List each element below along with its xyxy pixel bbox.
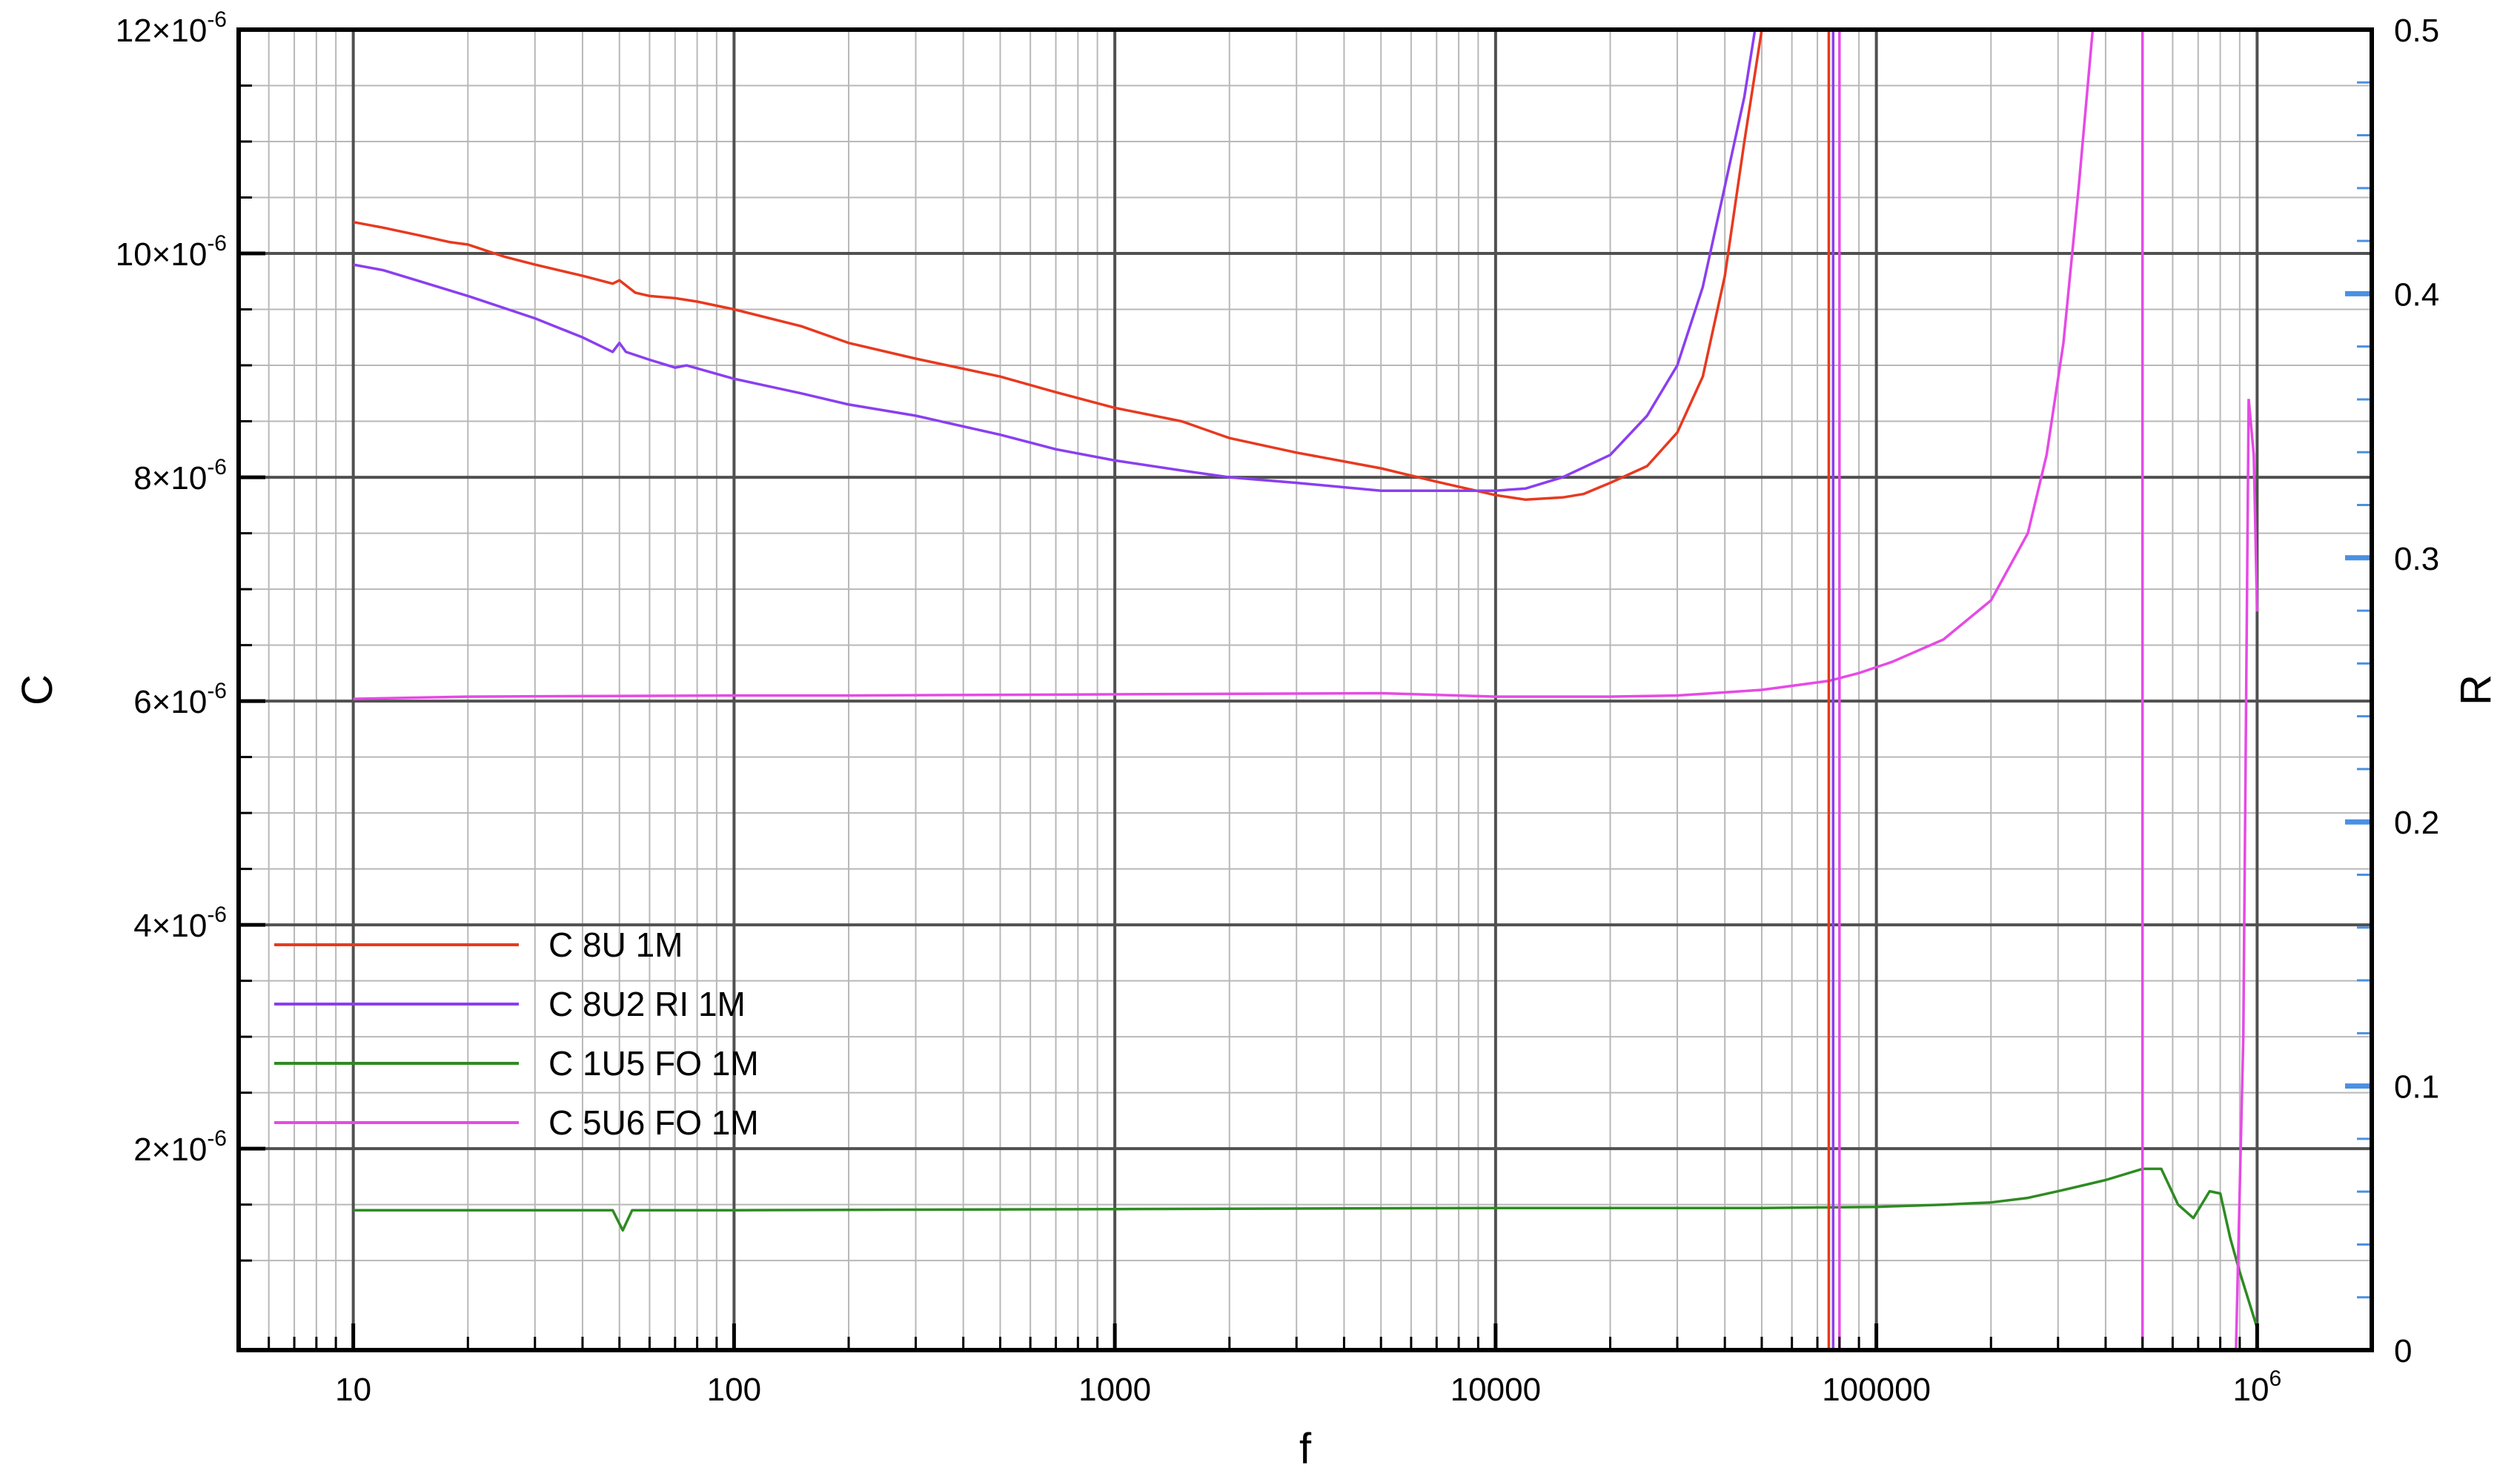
y-tick-label: 12×10-6 [116, 7, 227, 49]
x-tick-label: 106 [2233, 1366, 2282, 1408]
x-tick-label-exponent: 6 [2269, 1366, 2281, 1391]
y-tick-label-exponent: -6 [207, 7, 227, 32]
series-line-4 [353, 29, 2095, 700]
x-axis-label: f [1299, 1425, 1312, 1473]
series-layer [353, 29, 2259, 1351]
series-line-3 [353, 1167, 2258, 1329]
x-tick-label: 10 [335, 1372, 371, 1408]
x-tick-label: 1000 [1078, 1372, 1151, 1408]
y-tick-label-exponent: -6 [207, 903, 227, 927]
y-tick-label-exponent: -6 [207, 679, 227, 703]
y-tick-label-exponent: -6 [207, 1126, 227, 1151]
plot-frame [236, 27, 2374, 1352]
legend-label-2: C 8U2 RI 1M [548, 985, 746, 1023]
y-tick-label-exponent: -6 [207, 231, 227, 256]
series-line-1 [353, 29, 1763, 502]
x-tick-label: 10000 [1450, 1372, 1541, 1408]
y2-tick-label: 0.5 [2394, 13, 2439, 49]
series-line-2 [353, 29, 1757, 492]
y2-axis-label: R [2452, 674, 2500, 705]
spike-line [2235, 399, 2259, 1351]
y2-tick-label: 0.1 [2394, 1069, 2439, 1106]
y2-tick-label: 0.2 [2394, 805, 2439, 841]
x-tick-label: 100 [707, 1372, 761, 1408]
legend-label-1: C 8U 1M [548, 926, 683, 964]
major-grid [239, 30, 2372, 1350]
legend-label-3: C 1U5 FO 1M [548, 1044, 759, 1083]
y2-tick-label: 0.4 [2394, 276, 2439, 313]
legend: C 8U 1M C 8U2 RI 1M C 1U5 FO 1M C 5U6 FO 1M [274, 926, 759, 1142]
legend-label-4: C 5U6 FO 1M [548, 1103, 759, 1142]
x-tick-label: 100000 [1822, 1372, 1931, 1408]
y-tick-label-exponent: -6 [207, 455, 227, 479]
y2-tick-label: 0 [2394, 1333, 2412, 1369]
y-axis-label: C [13, 674, 62, 705]
y2-tick-label: 0.3 [2394, 541, 2439, 577]
